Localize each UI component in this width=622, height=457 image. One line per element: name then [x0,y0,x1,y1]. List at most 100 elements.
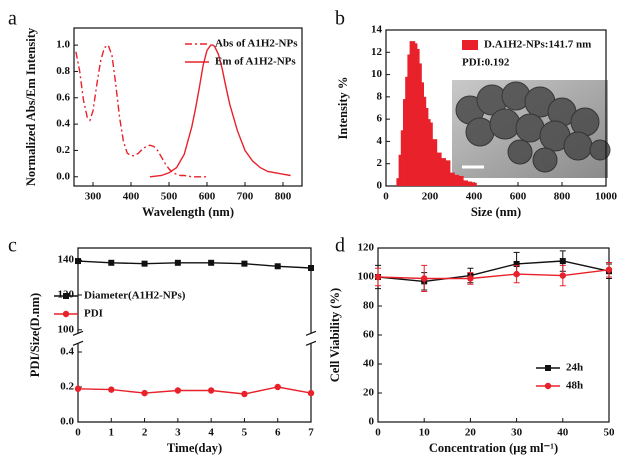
x-axis-label: Concentration (μg ml⁻¹) [429,441,558,455]
x-tick-label: 700 [237,191,254,203]
marker [375,274,381,280]
x-tick-label: 600 [199,191,216,203]
legend-marker [63,311,69,317]
x-tick-label: 10 [419,427,431,439]
x-tick-label: 5 [242,427,248,439]
x-tick-label: 800 [554,191,571,203]
legend-label: Em of A1H2-NPs [215,56,296,68]
marker [241,261,247,267]
marker [606,267,612,273]
marker [175,387,181,393]
y-tick-label: 2 [377,157,383,169]
x-tick-label: 6 [275,427,281,439]
marker [513,271,519,277]
marker [75,258,81,264]
legend-marker [545,383,551,389]
y-tick-label: 8 [377,90,383,102]
y-tick-label: 20 [363,387,375,399]
x-tick-label: 400 [466,191,483,203]
y-tick-label: 0.2 [60,381,74,393]
axis-break [306,331,316,345]
annotation: PDI:0.192 [462,57,510,69]
marker [560,258,566,264]
y-tick-label: 40 [363,358,375,370]
y-tick-label: 0.8 [56,65,70,77]
y-tick-label: 12 [371,46,383,58]
y-tick-label: 4 [377,135,383,147]
marker [308,265,314,271]
x-tick-label: 20 [465,427,477,439]
marker [308,390,314,396]
x-tick-label: 0 [75,427,81,439]
y-tick-label: 0 [369,416,375,428]
panel-label: c [8,235,17,257]
y-tick-label: 0.4 [60,346,74,358]
y-tick-label: 0.0 [60,416,74,428]
x-axis-label: Time(day) [167,441,222,455]
x-tick-label: 300 [85,191,102,203]
panel-label: d [335,235,345,257]
y-tick-label: 0 [377,180,383,192]
x-tick-label: 0 [383,191,389,203]
y-tick-label: 1.0 [56,39,70,51]
y-tick-label: 100 [358,271,375,283]
series-line [76,45,207,177]
marker [421,275,427,281]
legend-swatch [462,40,478,50]
x-tick-label: 600 [510,191,527,203]
legend-label: Diameter(A1H2-NPs) [84,290,186,302]
y-tick-label: 10 [371,68,383,80]
panel-label: a [8,8,17,30]
axis-break [73,331,83,345]
x-tick-label: 800 [275,191,292,203]
marker [108,386,114,392]
marker [241,391,247,397]
marker [141,390,147,396]
x-tick-label: 200 [422,191,439,203]
legend-label: Abs of A1H2-NPs [215,38,298,50]
y-tick-label: 14 [371,24,383,36]
y-axis-label: Cell Viability (%) [328,288,342,382]
marker [467,275,473,281]
marker [108,260,114,266]
marker [275,263,281,269]
marker [560,272,566,278]
x-tick-label: 4 [208,427,214,439]
y-axis-label: Intensity % [336,77,350,140]
figure: 0.00.20.40.60.81.0300400500600700800Wave… [0,0,622,457]
x-axis-label: Size (nm) [471,205,521,219]
y-axis-label: PDI/Size(D.nm) [28,293,42,377]
x-tick-label: 500 [161,191,178,203]
marker [208,260,214,266]
marker [275,384,281,390]
bar [471,183,477,186]
y-tick-label: 120 [358,242,375,254]
x-tick-label: 0 [375,427,381,439]
marker [75,386,81,392]
marker [142,261,148,267]
legend-label: 24h [566,362,583,374]
y-tick-label: 0.0 [56,170,70,182]
y-tick-label: 80 [363,300,375,312]
axis-frame [74,28,302,186]
panel-label: b [335,8,345,30]
legend-marker [63,293,69,299]
legend-label: D.A1H2-NPs:141.7 nm [484,39,591,51]
x-tick-label: 50 [604,427,616,439]
axis-frame [78,248,311,422]
marker [175,260,181,266]
y-tick-label: 140 [58,254,75,266]
x-tick-label: 40 [557,427,569,439]
x-tick-label: 3 [175,427,181,439]
legend-label: PDI [84,308,103,320]
y-tick-label: 6 [377,113,383,125]
x-tick-label: 400 [123,191,140,203]
x-tick-label: 7 [308,427,314,439]
x-tick-label: 30 [511,427,523,439]
y-axis-label: Normalized Abs/Em Intensity [24,27,38,186]
y-tick-label: 0.2 [56,144,70,156]
y-tick-label: 60 [363,329,375,341]
x-tick-label: 2 [142,427,148,439]
legend-marker [545,365,551,371]
tem-inset [452,80,610,178]
